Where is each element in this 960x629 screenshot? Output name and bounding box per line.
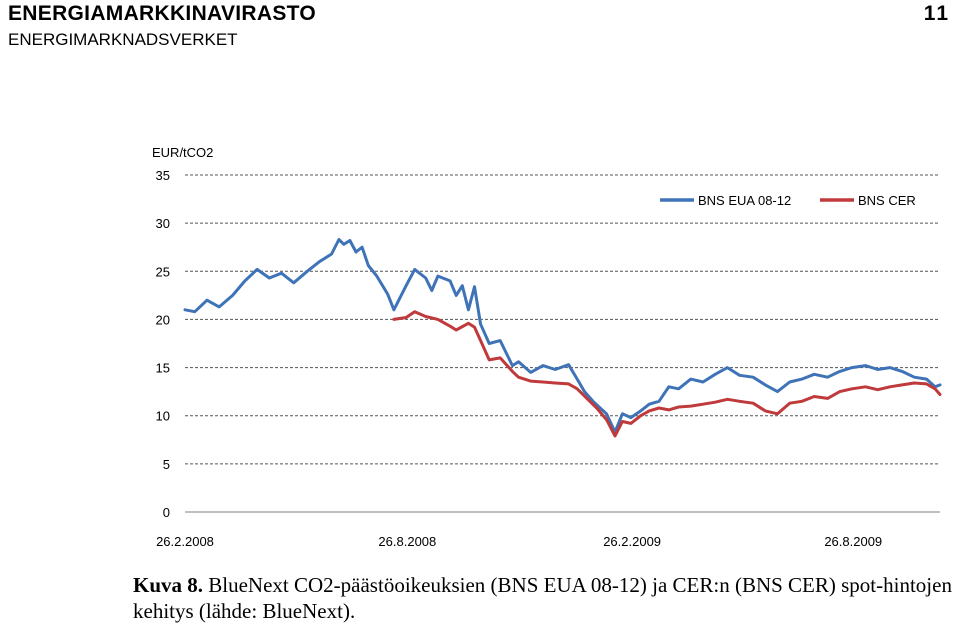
running-header-title: ENERGIAMARKKINAVIRASTO [8,2,317,25]
y-tick-label-10: 10 [156,409,170,424]
series-line-cer [392,310,942,438]
page-number: 11 [923,2,950,25]
figure-caption-text: BlueNext CO2-päästöoikeuksien (BNS EUA 0… [133,573,952,623]
price-chart: 0 5 10 15 20 25 30 35 EUR/tCO2 26.2.2008 26.8.2008… [152,145,942,549]
x-tick-label-1: 26.8.2008 [378,534,436,549]
y-tick-label-0: 0 [163,505,170,520]
y-tick-label-35: 35 [156,168,170,183]
y-tick-label-5: 5 [163,457,170,472]
series-line-eua [183,238,942,434]
x-tick-label-2: 26.2.2009 [603,534,661,549]
y-axis-label: EUR/tCO2 [152,145,213,160]
y-tick-label-25: 25 [156,264,170,279]
x-tick-label-0: 26.2.2008 [156,534,214,549]
legend-label-cer: BNS CER [858,193,916,208]
figure-caption-label: Kuva 8. [133,573,204,597]
y-tick-label-15: 15 [156,361,170,376]
running-header-subtitle: ENERGIMARKNADSVERKET [8,30,238,49]
figure-caption: Kuva 8. BlueNext CO2-päästöoikeuksien (B… [133,572,955,624]
y-tick-label-20: 20 [156,312,170,327]
y-tick-label-30: 30 [156,216,170,231]
legend-label-eua: BNS EUA 08-12 [698,193,791,208]
x-tick-label-3: 26.8.2009 [824,534,882,549]
